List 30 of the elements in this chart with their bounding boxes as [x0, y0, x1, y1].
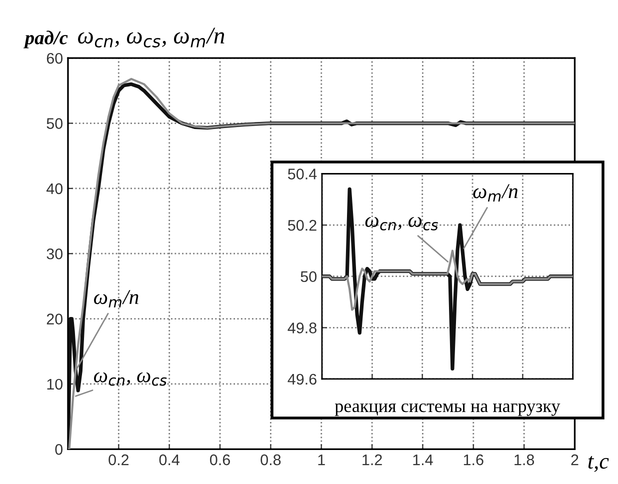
legend-label: ω$_{cn}$, ω$_{cs}$: [365, 216, 438, 230]
y-tick-label: 20: [46, 314, 63, 324]
x-tick-label: 1.2: [362, 454, 382, 466]
y-tick-label: 0: [55, 444, 63, 455]
y-tick-label: 30: [46, 248, 63, 260]
y-tick-label: 10: [47, 378, 63, 390]
legend-label: ω$_{cn}$, ω$_{cs}$: [94, 372, 167, 386]
x-tick-label: 1.6: [464, 454, 484, 466]
y-axis-title: рад/с: [23, 30, 68, 48]
x-axis-title: t,c: [588, 456, 609, 472]
x-tick-label: 2: [571, 454, 578, 466]
y-tick-label: 50: [46, 118, 63, 129]
y-tick-label: 50: [300, 271, 317, 282]
y-tick-label: 49.6: [288, 374, 316, 385]
annotation: реакция системы на нагрузку: [334, 403, 560, 416]
x-tick-label: 0.2: [108, 454, 129, 466]
y-tick-label: 60: [46, 52, 63, 64]
x-tick-label: 0.6: [210, 454, 230, 466]
x-tick-label: 0.4: [159, 454, 180, 466]
x-tick-label: 1: [318, 454, 325, 466]
x-tick-label: 0.8: [260, 454, 281, 466]
series-label: ω$_{m}$/n: [473, 184, 518, 202]
x-tick-label: 1.4: [413, 454, 433, 466]
series-label: ω$_{m}$/n: [94, 290, 138, 308]
y-tick-label: 50.2: [288, 220, 316, 231]
y-tick-label: 40: [46, 183, 63, 194]
y-tick-label: 50.4: [288, 168, 317, 180]
chart-title: ω$_{cn}$, ω$_{cs}$, ω$_{m}$/n: [78, 28, 224, 48]
y-tick-label: 49.8: [288, 322, 316, 334]
x-tick-label: 1.8: [514, 454, 534, 466]
